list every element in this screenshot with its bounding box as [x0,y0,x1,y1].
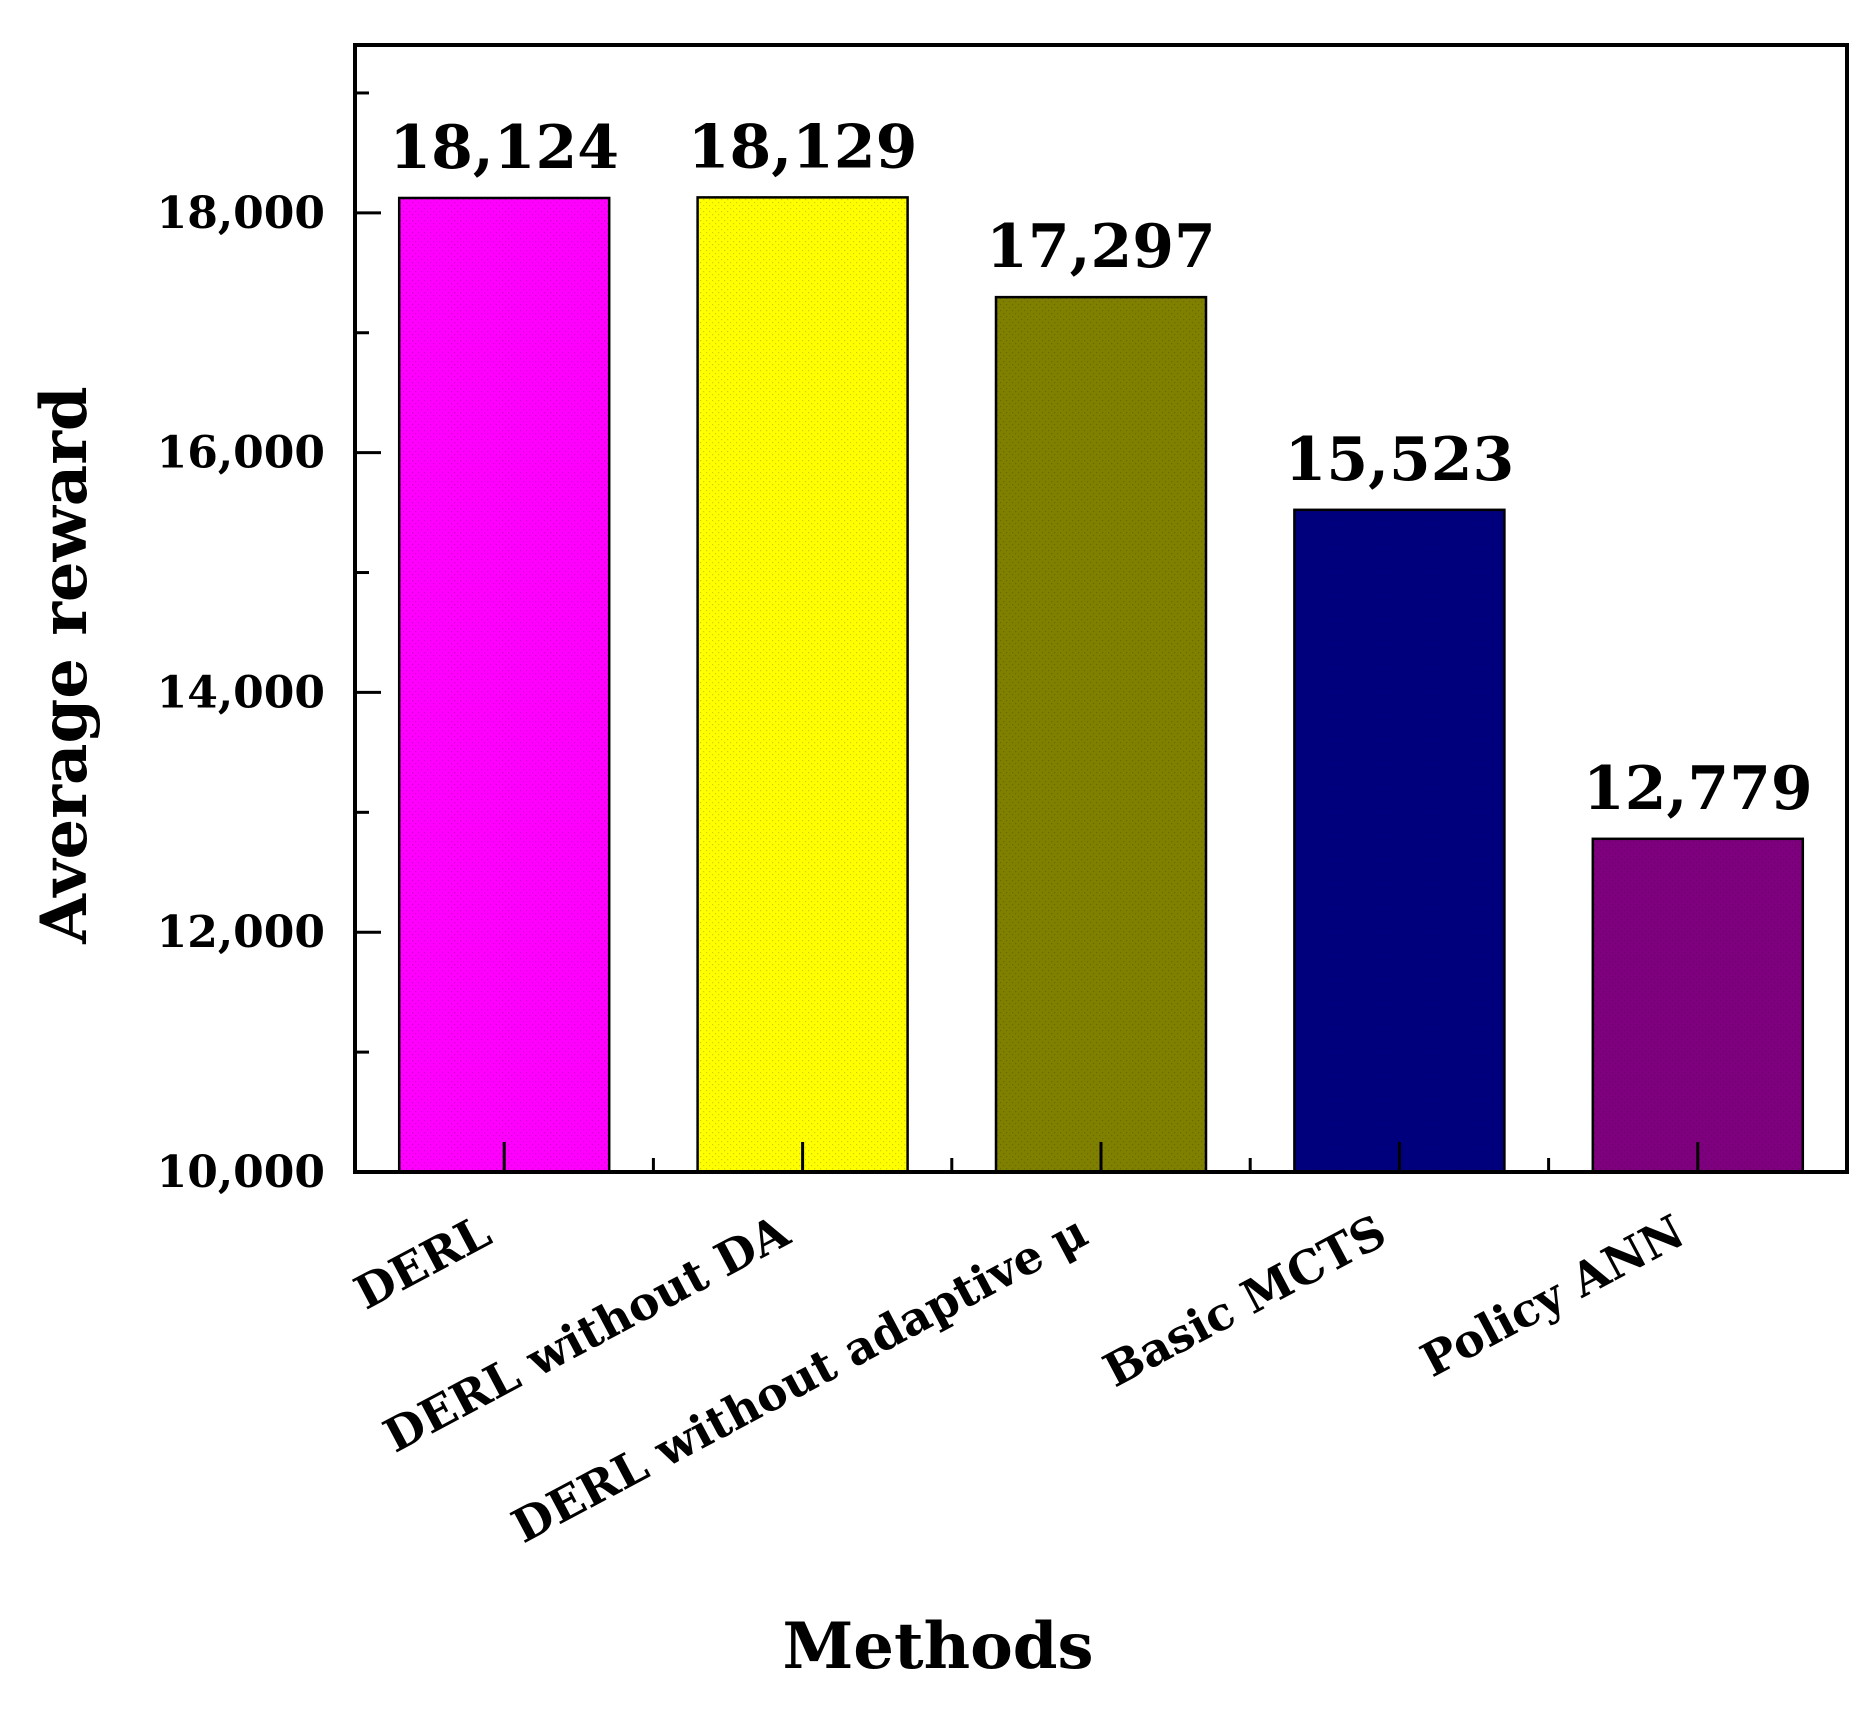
ticks-layer [355,91,1700,1174]
y-tick-label: 16,000 [157,428,325,479]
x-tick-label: DERL [346,1204,500,1320]
value-label: 18,129 [688,112,918,182]
bar-texture [1294,509,1505,1173]
x-tick-label: Basic MCTS [1095,1204,1395,1398]
bar-texture [996,297,1206,1172]
x-axis-title: Methods [782,1609,1093,1684]
y-tick-label: 14,000 [157,667,325,718]
value-label: 18,124 [389,113,619,183]
y-tick-label: 12,000 [157,907,325,958]
bar-texture [1592,838,1803,1172]
y-tick-label: 18,000 [157,188,325,239]
x-tick-label: DERL without adaptive μ [503,1204,1096,1554]
bar-texture [697,197,908,1173]
value-label: 12,779 [1583,754,1813,824]
bars-layer [397,196,1805,1174]
value-label: 15,523 [1285,425,1515,495]
bar-texture [399,197,610,1172]
y-tick-label: 10,000 [157,1147,325,1198]
y-axis-title: Average reward [27,386,102,944]
x-tick-label: Policy ANN [1412,1204,1693,1388]
value-label: 17,297 [986,212,1216,282]
plot-frame [353,43,1849,1174]
